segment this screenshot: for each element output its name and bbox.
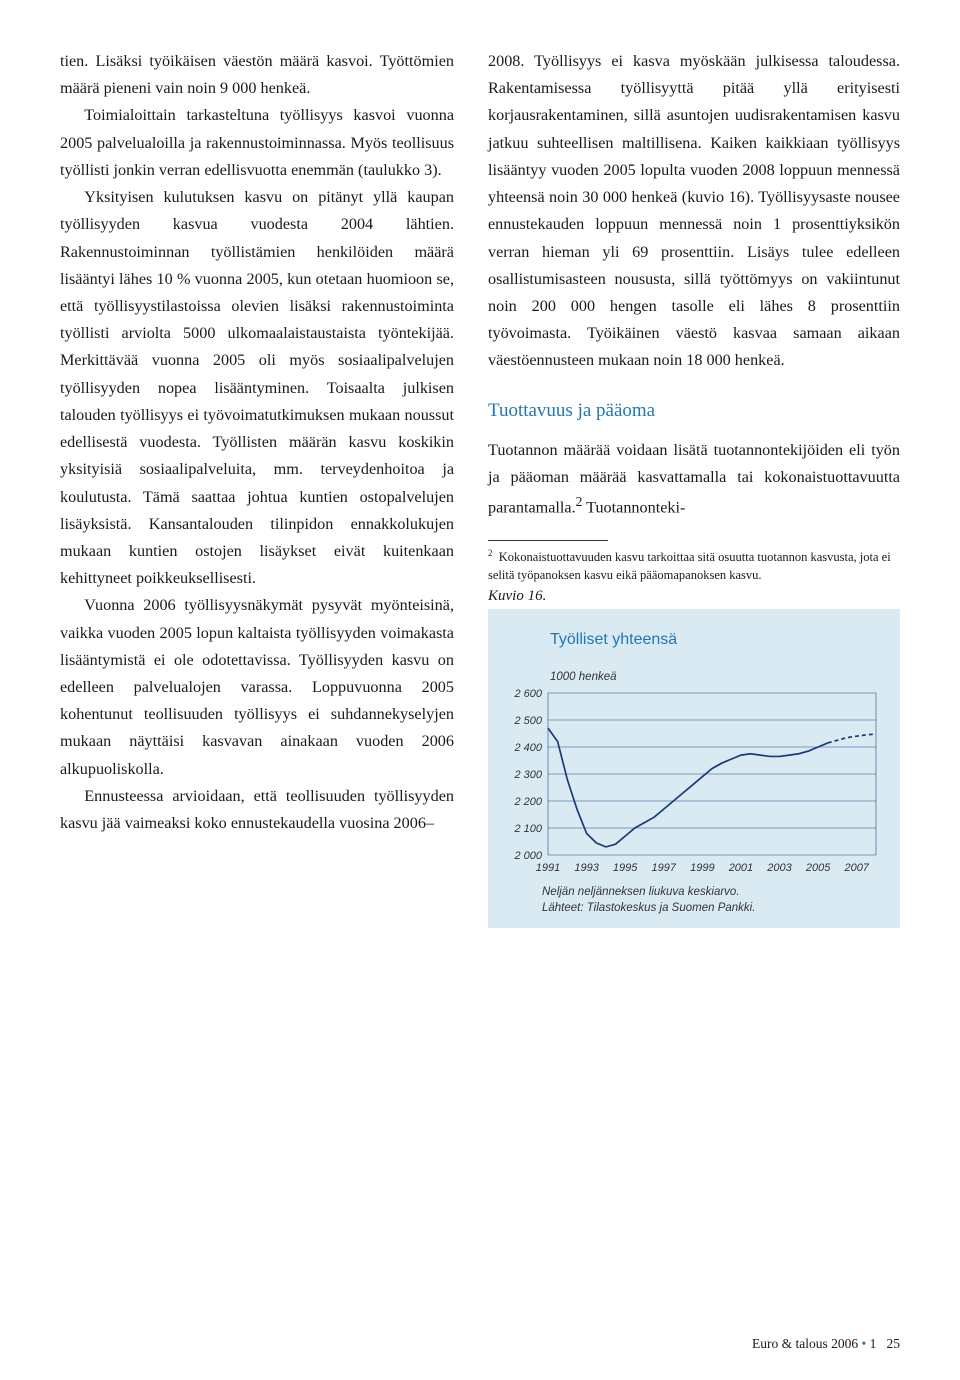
svg-text:2 000: 2 000 [513,850,542,862]
chart-footer-line: Lähteet: Tilastokeskus ja Suomen Pankki. [542,902,755,914]
svg-text:2005: 2005 [805,862,831,874]
right-column: 2008. Työllisyys ei kasva myöskään julki… [488,48,900,928]
svg-text:2003: 2003 [766,862,792,874]
chart-footer-line: Neljän neljänneksen liukuva keskiarvo. [542,886,740,898]
chart-title: Työlliset yhteensä [550,627,884,654]
svg-text:2 200: 2 200 [513,796,542,808]
text: Tuotannonteki- [582,498,685,516]
para: Tuotannon määrää voidaan lisätä tuotanno… [488,437,900,522]
svg-text:2 400: 2 400 [513,742,542,754]
footnote: 2 Kokonaistuottavuuden kasvu tarkoittaa … [488,547,900,584]
figure-label: Kuvio 16. [488,584,900,609]
svg-text:2 300: 2 300 [513,769,542,781]
chart-ylabel: 1000 henkeä [550,668,884,687]
journal-name: Euro & talous 2006 [752,1336,858,1351]
dot-icon: • [862,1336,870,1351]
footnote-rule [488,540,608,541]
svg-text:2 600: 2 600 [513,689,542,700]
footnote-text: Kokonaistuottavuuden kasvu tarkoittaa si… [488,550,891,582]
svg-text:1993: 1993 [574,862,599,874]
svg-text:1999: 1999 [690,862,714,874]
page-number: 25 [887,1336,901,1351]
chart-footer: Neljän neljänneksen liukuva keskiarvo. L… [542,885,884,916]
para: Yksityisen kulutuksen kasvu on pitänyt y… [60,184,454,592]
section-heading: Tuottavuus ja pääoma [488,395,900,427]
left-column: tien. Lisäksi työikäisen väestön määrä k… [60,48,454,928]
text: Tuotannon määrää voidaan lisätä tuotanno… [488,441,900,517]
svg-text:1995: 1995 [613,862,638,874]
svg-text:2 500: 2 500 [513,715,542,727]
svg-text:2007: 2007 [843,862,869,874]
svg-text:1991: 1991 [536,862,560,874]
para: Toimialoittain tarkasteltuna työllisyys … [60,102,454,184]
para: Ennusteessa arvioidaan, että teollisuude… [60,783,454,837]
svg-text:2001: 2001 [728,862,753,874]
para: tien. Lisäksi työikäisen väestön määrä k… [60,48,454,102]
svg-text:2 100: 2 100 [513,823,542,835]
chart-container: Työlliset yhteensä 1000 henkeä 2 600 2 50… [488,609,900,928]
chart-svg: 2 600 2 500 2 400 2 300 2 200 2 100 2 0001991 1… [504,689,884,879]
para: Vuonna 2006 työllisyysnäkymät pysyvät my… [60,592,454,783]
issue-number: 1 [870,1336,877,1351]
svg-text:1997: 1997 [652,862,677,874]
para: 2008. Työllisyys ei kasva myöskään julki… [488,48,900,375]
page-footer: Euro & talous 2006 • 1 25 [752,1336,900,1352]
